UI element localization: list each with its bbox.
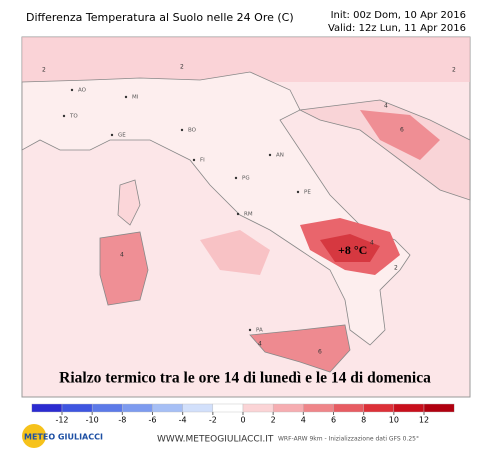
colorbar-box [333, 403, 364, 413]
colorbar-box [363, 403, 395, 413]
corsica [117, 179, 141, 226]
colorbar-box [91, 403, 123, 413]
city-dot [236, 212, 240, 216]
colorbar: -12 -10 -8 -6 -4 -2 0 2 4 6 8 10 12 [31, 403, 455, 425]
contour-label: 4 [384, 103, 388, 110]
valid: Valid: 12z Lun, 11 Apr 2016 [328, 23, 466, 34]
city-label: PG [242, 176, 250, 182]
colorbar-box [393, 403, 425, 413]
logo: METEO GIULIACCI [22, 424, 103, 448]
city-dot [248, 328, 252, 332]
colorbar-label: -6 [149, 416, 157, 425]
logo-text: METEO GIULIACCI [24, 433, 103, 442]
colorbar-box [423, 403, 455, 413]
map: +8 °C Rialzo termico tra le ore 14 di lu… [21, 36, 471, 398]
city-label: TO [69, 114, 78, 120]
city-label: PE [304, 190, 311, 196]
city-dot [70, 88, 74, 92]
colorbar-box [212, 403, 244, 413]
colorbar-label: -10 [86, 416, 99, 425]
city-label: RM [244, 212, 253, 218]
city-dot [192, 158, 196, 162]
contour-label: 2 [394, 265, 398, 272]
colorbar-box [303, 403, 334, 413]
colorbar-box [61, 403, 93, 413]
colorbar-label: -8 [118, 416, 126, 425]
contour-label: 4 [370, 240, 374, 247]
city-label: FI [200, 158, 205, 164]
contour-label: 2 [42, 67, 46, 74]
city-dot [296, 190, 300, 194]
title: Differenza Temperatura al Suolo nelle 24… [26, 11, 294, 24]
logo-sun [22, 424, 46, 448]
sardinia [99, 231, 149, 306]
city-dot [234, 176, 238, 180]
init: Init: 00z Dom, 10 Apr 2016 [331, 10, 466, 21]
colorbar-box [31, 403, 63, 413]
heat-tyrrhenian [200, 230, 270, 275]
colorbar-label: 12 [419, 416, 429, 425]
balkan-land [298, 99, 471, 201]
annotation: +8 °C [338, 243, 367, 257]
city-dot [124, 95, 128, 99]
city-dot [110, 133, 114, 137]
colorbar-box [242, 403, 274, 413]
contour-label: 4 [258, 341, 262, 348]
caption: Rialzo termico tra le ore 14 di lunedì e… [59, 370, 431, 387]
contour-label: 2 [180, 64, 184, 71]
heat-core [320, 234, 380, 262]
colorbar-label: -2 [209, 416, 217, 425]
model: WRF-ARW 9km - Inizializzazione dati GFS … [278, 436, 419, 443]
colorbar-label: 4 [301, 416, 306, 425]
colorbar-label: 8 [361, 416, 366, 425]
city-dot [180, 128, 184, 132]
contour-label: 6 [318, 349, 322, 356]
colorbar-box [122, 403, 153, 413]
colorbar-box [182, 403, 214, 413]
heat-balkan [360, 110, 440, 160]
sicily [249, 324, 351, 373]
site: WWW.METEOGIULIACCI.IT [157, 435, 274, 445]
city-label: BO [188, 128, 197, 134]
city-label: PA [256, 328, 263, 334]
city-label: GE [118, 133, 126, 139]
colorbar-label: -4 [179, 416, 187, 425]
city-dot [268, 153, 272, 157]
city-label: MI [132, 95, 139, 101]
colorbar-label: 10 [389, 416, 399, 425]
colorbar-box [152, 403, 183, 413]
contour-label: 2 [452, 67, 456, 74]
city-dot [62, 114, 66, 118]
city-label: AO [78, 88, 87, 94]
contour-label: 4 [120, 252, 124, 259]
italy-land [21, 71, 411, 346]
colorbar-box [272, 403, 304, 413]
colorbar-label: 0 [240, 416, 245, 425]
city-label: AN [276, 153, 284, 159]
contour-label: 6 [400, 127, 404, 134]
colorbar-label: 6 [331, 416, 336, 425]
colorbar-label: -12 [55, 416, 68, 425]
colorbar-label: 2 [271, 416, 276, 425]
